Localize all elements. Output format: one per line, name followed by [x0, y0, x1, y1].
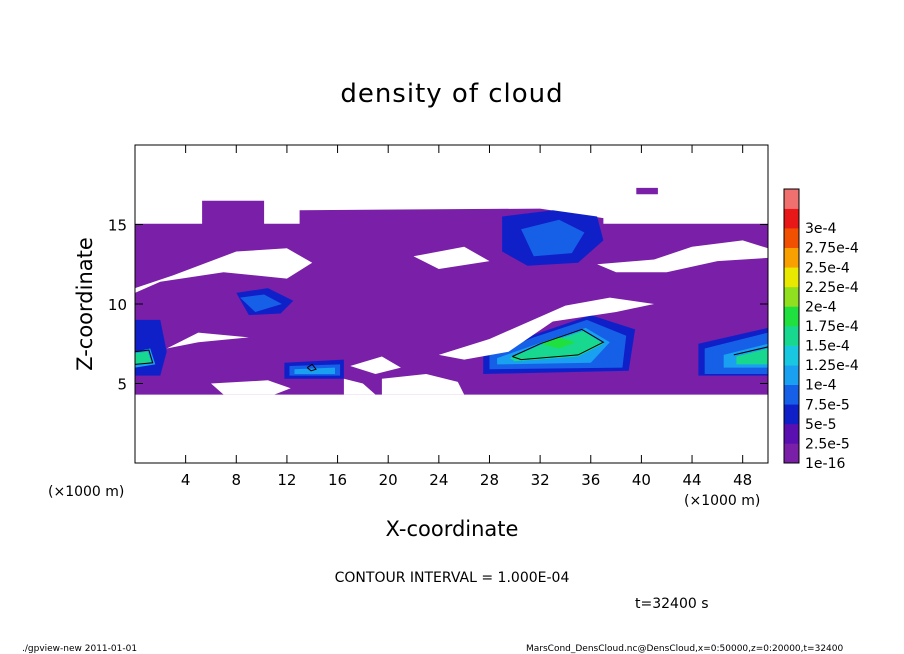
clear-gap-8 [381, 374, 465, 395]
colorbar-label-2: 5e-5 [805, 417, 836, 433]
colorbar-swatch-9 [784, 267, 799, 288]
contour-line-2 [733, 346, 769, 356]
contour-line-3 [306, 363, 317, 372]
colorbar-swatch-8 [784, 286, 799, 307]
colorbar: 1e-16 2.5e-5 5e-5 7.5e-5 1e-4 1.25e-4 1.5e-4 1.… [783, 188, 859, 472]
colorbar-swatch-6 [784, 326, 799, 346]
colorbar-swatch-11 [784, 228, 799, 249]
contour-line-1 [134, 349, 154, 365]
clear-gap-5 [350, 356, 401, 374]
colorbar-swatch-12 [784, 208, 799, 229]
colorbar-label-5: 1.25e-4 [805, 358, 859, 374]
colorbar-label-11: 2.75e-4 [805, 241, 859, 257]
colorbar-label-10: 2.5e-4 [805, 260, 850, 276]
colorbar-label-8: 2e-4 [805, 299, 837, 315]
y-tick-label-5: 5 [117, 376, 127, 394]
clear-gap-4 [166, 332, 249, 349]
x-tick-label-28: 28 [480, 471, 499, 489]
colorbar-swatch-0 [784, 443, 799, 464]
chart-title: density of cloud [340, 79, 563, 109]
clear-gap-1 [413, 246, 490, 269]
x-tick-label-40: 40 [632, 471, 651, 489]
colorbar-swatch-5 [784, 345, 799, 366]
colorbar-swatch-3 [784, 384, 799, 405]
time-text: t=32400 s [635, 596, 709, 612]
y-axis-label: Z-coordinate [73, 237, 97, 371]
colorbar-frame [783, 188, 800, 464]
contour-interval-text: CONTOUR INTERVAL = 1.000E-04 [335, 570, 570, 586]
colorbar-label-4: 1e-4 [805, 378, 837, 394]
colorbar-swatch-2 [784, 404, 799, 425]
colorbar-swatch-1 [784, 423, 799, 444]
x-unit-right: (×1000 m) [684, 493, 760, 509]
footer-left: ./gpview-new 2011-01-01 [22, 644, 137, 654]
x-tick-label-32: 32 [531, 471, 550, 489]
x-unit-left: (×1000 m) [48, 484, 124, 500]
x-axis-label: X-coordinate [386, 517, 519, 541]
colorbar-label-7: 1.75e-4 [805, 319, 859, 335]
x-tick-label-16: 16 [328, 471, 347, 489]
clear-gap-6 [343, 378, 376, 395]
density-region-21 [736, 348, 768, 365]
x-tick-label-12: 12 [277, 471, 296, 489]
clear-gap-0 [135, 248, 313, 293]
colorbar-swatch-10 [784, 247, 799, 268]
clear-gap-3 [438, 297, 655, 360]
density-region-22 [540, 337, 576, 349]
plot-area [134, 187, 769, 395]
x-tick-label-20: 20 [379, 471, 398, 489]
footer-right: MarsCond_DensCloud.nc@DensCloud,x=0:5000… [526, 644, 843, 654]
colorbar-swatch-4 [784, 365, 799, 386]
density-region-3 [636, 187, 658, 195]
colorbar-label-1: 2.5e-5 [805, 436, 850, 452]
clear-gap-7 [211, 380, 291, 395]
colorbar-label-6: 1.5e-4 [805, 339, 850, 355]
density-region-15 [294, 367, 335, 374]
colorbar-label-0: 1e-16 [805, 456, 845, 472]
x-tick-label-48: 48 [733, 471, 752, 489]
density-region-1 [202, 200, 265, 225]
x-tick-label-36: 36 [581, 471, 600, 489]
colorbar-label-9: 2.25e-4 [805, 280, 859, 296]
colorbar-swatch-13 [784, 189, 799, 209]
x-tick-label-4: 4 [181, 471, 191, 489]
clear-gap-2 [597, 240, 768, 273]
y-tick-label-15: 15 [108, 217, 127, 235]
density-region-11 [240, 294, 282, 312]
density-region-6 [135, 319, 167, 376]
density-region-20 [135, 351, 152, 365]
colorbar-swatch-7 [784, 306, 799, 327]
x-tick-label-8: 8 [232, 471, 242, 489]
contour-line-0 [512, 328, 605, 361]
colorbar-label-3: 7.5e-5 [805, 397, 850, 413]
x-tick-label-24: 24 [429, 471, 448, 489]
colorbar-label-12: 3e-4 [805, 221, 837, 237]
density-region-10 [521, 219, 585, 257]
y-tick-label-10: 10 [108, 296, 127, 314]
x-tick-label-44: 44 [682, 471, 701, 489]
